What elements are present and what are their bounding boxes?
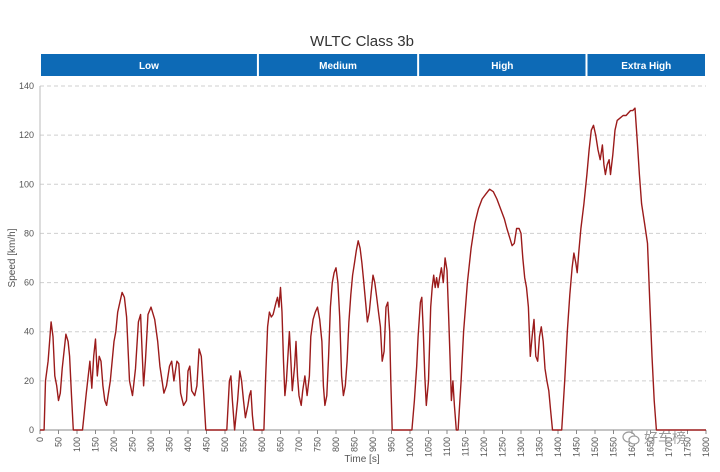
x-tick-label: 0 xyxy=(35,437,45,442)
x-axis-label: Time [s] xyxy=(344,454,379,465)
phase-bar-low xyxy=(41,54,257,76)
x-tick-label: 550 xyxy=(239,437,249,452)
y-axis-label: Speed [km/h] xyxy=(7,228,18,287)
phase-bar-extra-high xyxy=(587,54,705,76)
x-tick-label: 1750 xyxy=(683,437,693,457)
x-tick-label: 1150 xyxy=(461,437,471,456)
x-tick-label: 500 xyxy=(220,437,230,452)
y-tick-label: 20 xyxy=(24,376,34,386)
x-tick-label: 1400 xyxy=(553,437,563,457)
x-tick-label: 250 xyxy=(128,437,138,452)
x-axis-ticks: 0 50 100 150 200 250 300 350 400 450 500 550 600 650 7… xyxy=(35,430,711,457)
x-tick-label: 1800 xyxy=(701,437,711,457)
x-tick-label: 1500 xyxy=(590,437,600,457)
watermark: 好车榜 xyxy=(622,428,686,448)
x-tick-label: 1000 xyxy=(405,437,415,457)
y-tick-label: 0 xyxy=(29,425,34,435)
phase-bar-medium xyxy=(258,54,418,76)
chat-bubble-icon xyxy=(622,431,640,445)
y-tick-label: 60 xyxy=(24,278,34,288)
y-tick-label: 40 xyxy=(24,327,34,337)
x-tick-label: 400 xyxy=(183,437,193,452)
phase-label: Low xyxy=(139,61,159,72)
phase-bars: Low Medium High Extra High xyxy=(41,54,705,76)
x-tick-label: 1350 xyxy=(535,437,545,457)
x-tick-label: 650 xyxy=(276,437,286,452)
y-tick-label: 80 xyxy=(24,228,34,238)
x-tick-label: 850 xyxy=(350,437,360,452)
x-tick-label: 450 xyxy=(202,437,212,452)
x-tick-label: 150 xyxy=(91,437,101,452)
x-tick-label: 1300 xyxy=(516,437,526,457)
phase-label: High xyxy=(491,61,513,72)
grid-lines xyxy=(40,85,706,382)
x-tick-label: 1550 xyxy=(609,437,619,457)
x-tick-label: 1650 xyxy=(646,437,656,457)
y-tick-label: 100 xyxy=(19,179,34,189)
x-tick-label: 950 xyxy=(387,437,397,452)
x-tick-label: 1600 xyxy=(627,437,637,457)
x-tick-label: 700 xyxy=(294,437,304,452)
x-tick-label: 1050 xyxy=(424,437,434,457)
x-tick-label: 200 xyxy=(109,437,119,452)
x-tick-label: 1450 xyxy=(572,437,582,457)
y-tick-label: 120 xyxy=(19,130,34,140)
watermark-text: 好车榜 xyxy=(644,431,686,447)
x-tick-label: 1250 xyxy=(498,437,508,457)
x-tick-label: 350 xyxy=(165,437,175,452)
phase-label: Medium xyxy=(319,61,357,72)
x-tick-label: 800 xyxy=(331,437,341,452)
x-tick-label: 750 xyxy=(313,437,323,452)
x-tick-label: 1100 xyxy=(442,437,452,456)
speed-series xyxy=(40,107,706,431)
x-tick-label: 1200 xyxy=(479,437,489,457)
x-tick-label: 900 xyxy=(368,437,378,452)
x-tick-label: 300 xyxy=(146,437,156,452)
phase-label: Extra High xyxy=(621,61,671,72)
x-tick-label: 100 xyxy=(72,437,82,452)
chart-title: WLTC Class 3b xyxy=(310,33,414,50)
y-tick-label: 140 xyxy=(19,81,34,91)
x-tick-label: 50 xyxy=(54,437,64,447)
x-tick-label: 1700 xyxy=(664,437,674,457)
y-axis-ticks: 0 20 40 60 80 100 120 140 xyxy=(19,81,34,435)
speed-line xyxy=(40,107,706,431)
x-tick-label: 600 xyxy=(257,437,267,452)
phase-bar-high xyxy=(419,54,586,76)
